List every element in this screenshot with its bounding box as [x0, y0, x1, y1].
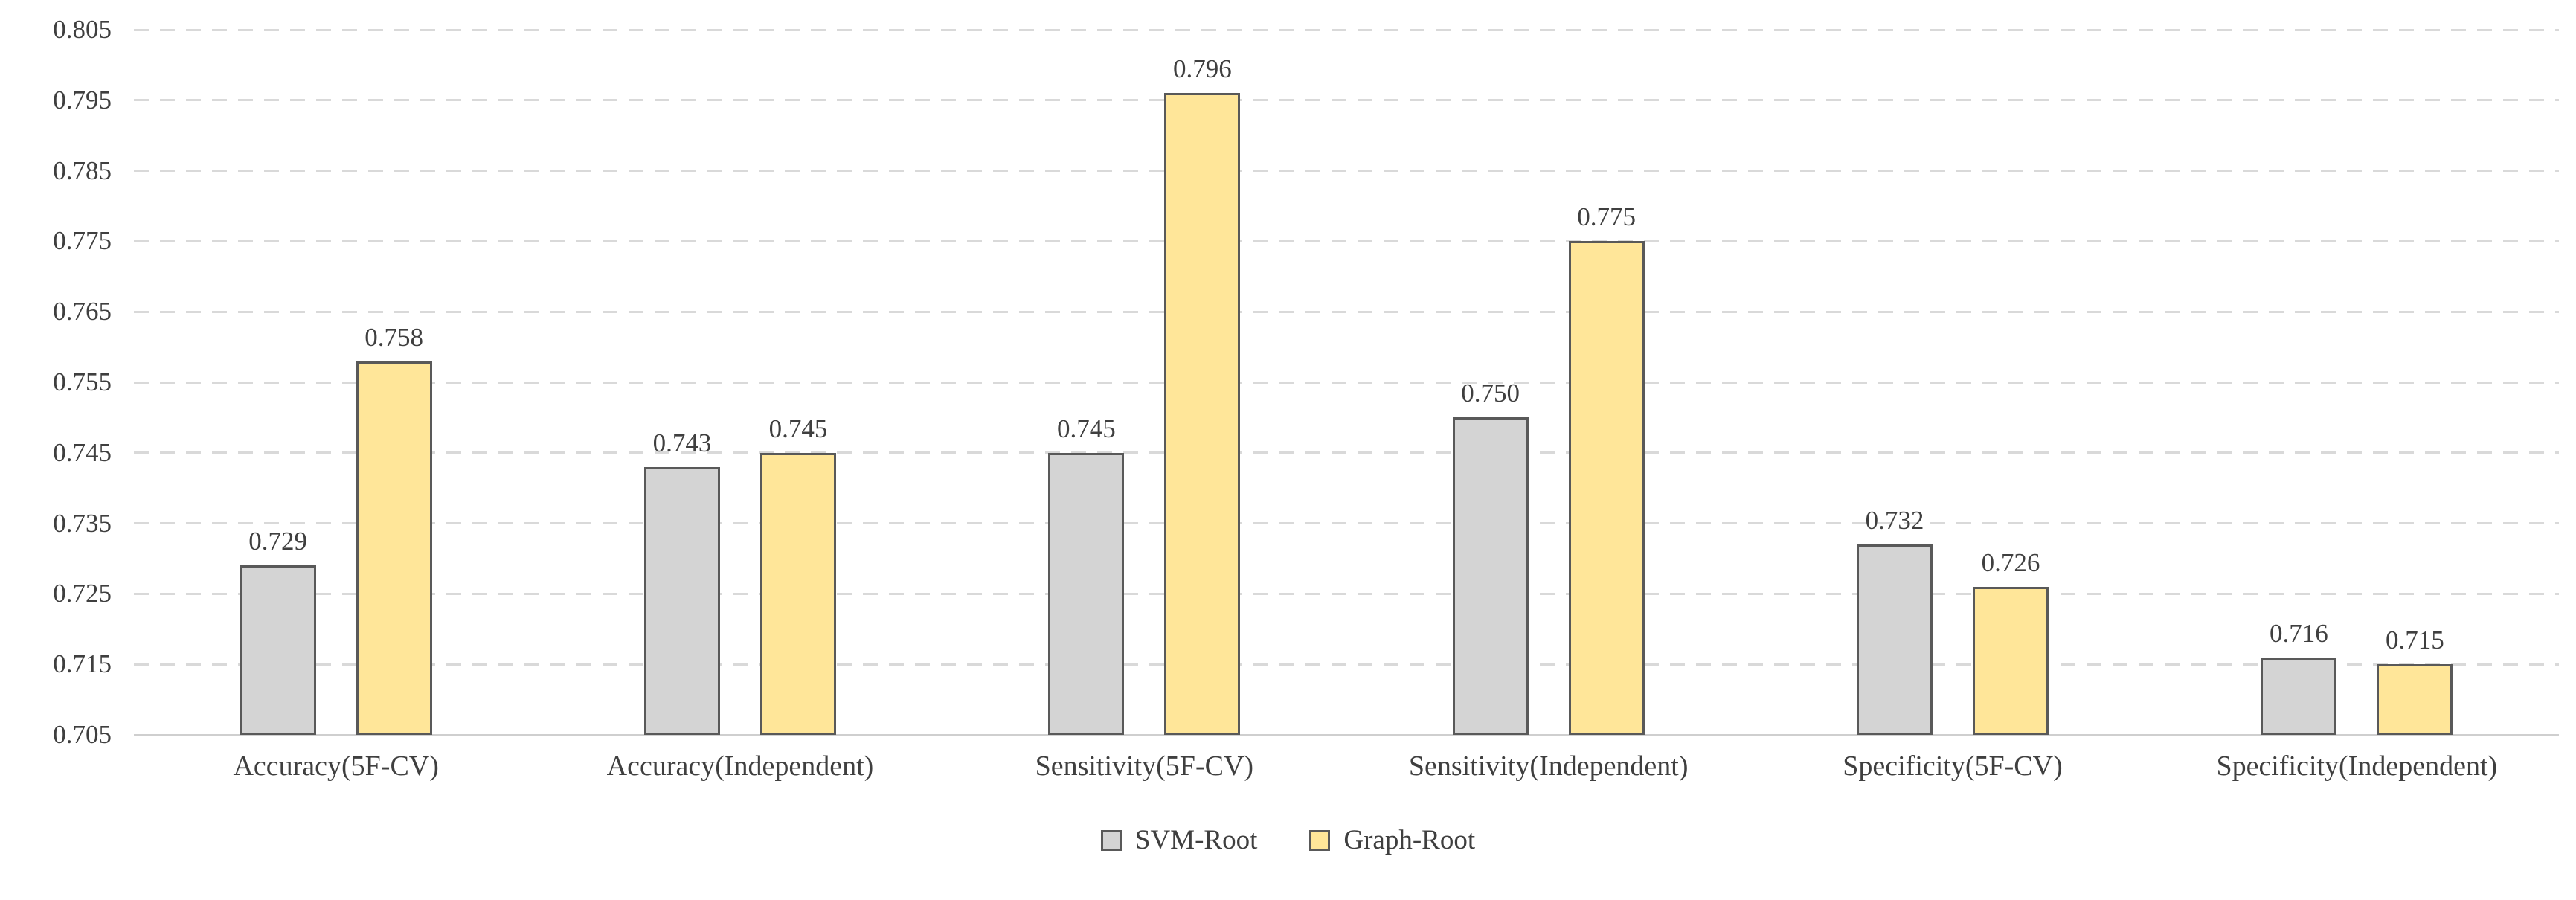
x-category-label: Sensitivity(Independent): [1408, 750, 1689, 782]
value-label-svm-root-specificity-5f-cv: 0.732: [1865, 506, 1924, 536]
bar-graph-root-sensitivity-5f-cv: [1164, 93, 1241, 735]
y-gridline: [134, 170, 2559, 173]
x-axis-line: [134, 733, 2559, 736]
y-gridline: [134, 28, 2559, 31]
value-label-graph-root-sensitivity-independent: 0.775: [1577, 202, 1637, 232]
value-label-svm-root-sensitivity-independent: 0.750: [1461, 379, 1520, 408]
value-label-graph-root-specificity-independent: 0.715: [2385, 626, 2444, 655]
y-tick-label: 0.785: [53, 155, 112, 185]
legend-label: Graph-Root: [1343, 825, 1476, 855]
y-tick-label: 0.775: [53, 226, 112, 256]
value-label-svm-root-accuracy-independent: 0.743: [652, 428, 712, 457]
x-category-label: Specificity(Independent): [2216, 750, 2498, 782]
bar-graph-root-specificity-independent: [2377, 664, 2453, 735]
x-category-label: Sensitivity(5F-CV): [1035, 750, 1254, 782]
y-gridline: [134, 240, 2559, 242]
bar-svm-root-specificity-independent: [2261, 657, 2337, 735]
legend-label: SVM-Root: [1134, 825, 1258, 855]
y-gridline: [134, 381, 2559, 384]
y-gridline: [134, 663, 2559, 666]
y-gridline: [134, 522, 2559, 525]
legend-item-graph-root: Graph-Root: [1309, 824, 1475, 857]
bar-svm-root-specificity-5f-cv: [1857, 544, 1933, 735]
y-tick-label: 0.735: [53, 508, 112, 538]
legend-swatch-icon: [1100, 830, 1122, 851]
x-category-label: Specificity(5F-CV): [1843, 750, 2063, 782]
x-category-label: Accuracy(5F-CV): [233, 750, 439, 782]
y-tick-label: 0.765: [53, 297, 112, 327]
y-tick-label: 0.795: [53, 85, 112, 115]
legend-item-svm-root: SVM-Root: [1100, 824, 1258, 857]
legend-swatch-icon: [1309, 830, 1331, 851]
bar-graph-root-accuracy-5f-cv: [356, 361, 432, 735]
y-gridline: [134, 451, 2559, 454]
bar-svm-root-sensitivity-independent: [1452, 417, 1529, 735]
x-category-label: Accuracy(Independent): [606, 750, 874, 782]
y-gridline: [134, 99, 2559, 102]
y-gridline: [134, 592, 2559, 595]
bar-graph-root-specificity-5f-cv: [1973, 586, 2049, 735]
value-label-svm-root-accuracy-5f-cv: 0.729: [248, 527, 308, 556]
bar-graph-root-sensitivity-independent: [1568, 241, 1645, 735]
bar-svm-root-accuracy-5f-cv: [240, 565, 316, 735]
bar-svm-root-sensitivity-5f-cv: [1048, 452, 1125, 735]
legend: SVM-Root Graph-Root: [0, 824, 2576, 857]
value-label-graph-root-accuracy-5f-cv: 0.758: [364, 322, 424, 352]
value-label-graph-root-accuracy-independent: 0.745: [768, 414, 828, 443]
y-tick-label: 0.715: [53, 649, 112, 679]
y-tick-label: 0.705: [53, 720, 112, 749]
y-gridline: [134, 310, 2559, 313]
bar-svm-root-accuracy-independent: [644, 466, 720, 735]
value-label-svm-root-sensitivity-5f-cv: 0.745: [1056, 414, 1116, 443]
y-tick-label: 0.805: [53, 15, 112, 44]
bar-graph-root-accuracy-independent: [760, 452, 836, 735]
value-label-graph-root-sensitivity-5f-cv: 0.796: [1172, 54, 1232, 84]
y-tick-label: 0.745: [53, 437, 112, 467]
y-tick-label: 0.725: [53, 579, 112, 608]
value-label-svm-root-specificity-independent: 0.716: [2269, 618, 2328, 648]
value-label-graph-root-specificity-5f-cv: 0.726: [1981, 547, 2040, 577]
y-tick-label: 0.755: [53, 367, 112, 396]
